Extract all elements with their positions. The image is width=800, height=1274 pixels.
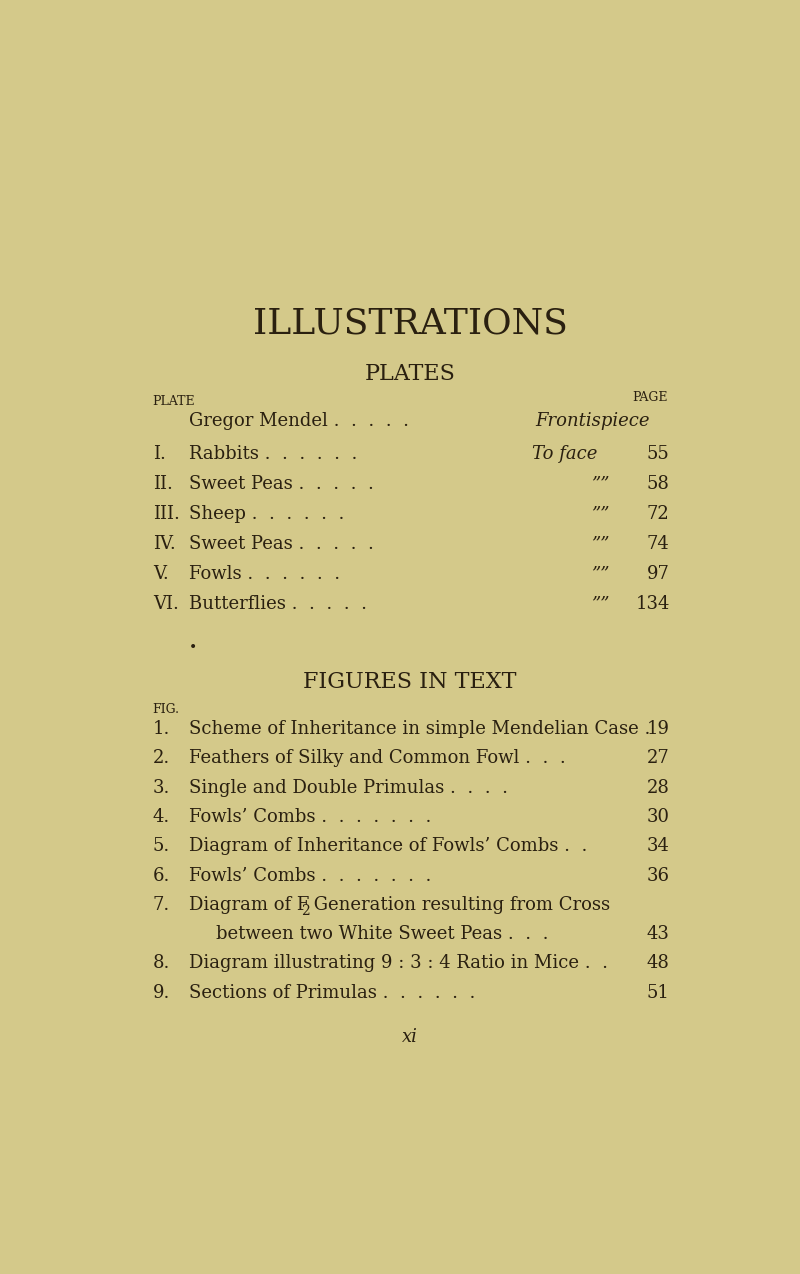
Text: ””: ”” bbox=[591, 475, 610, 493]
Text: 3.: 3. bbox=[153, 778, 170, 796]
Text: Single and Double Primulas .  .  .  .: Single and Double Primulas . . . . bbox=[189, 778, 508, 796]
Text: 1.: 1. bbox=[153, 720, 170, 738]
Text: Gregor Mendel .  .  .  .  .: Gregor Mendel . . . . . bbox=[189, 413, 409, 431]
Text: FIGURES IN TEXT: FIGURES IN TEXT bbox=[303, 671, 517, 693]
Text: 8.: 8. bbox=[153, 954, 170, 972]
Text: Sheep .  .  .  .  .  .: Sheep . . . . . . bbox=[189, 506, 345, 524]
Text: 7.: 7. bbox=[153, 896, 170, 913]
Text: Diagram of F: Diagram of F bbox=[189, 896, 310, 913]
Text: ””: ”” bbox=[591, 535, 610, 553]
Text: 6.: 6. bbox=[153, 866, 170, 884]
Text: 19: 19 bbox=[646, 720, 670, 738]
Text: ILLUSTRATIONS: ILLUSTRATIONS bbox=[253, 307, 567, 341]
Text: Sweet Peas .  .  .  .  .: Sweet Peas . . . . . bbox=[189, 475, 374, 493]
Text: Fowls’ Combs .  .  .  .  .  .  .: Fowls’ Combs . . . . . . . bbox=[189, 808, 431, 826]
Text: ””: ”” bbox=[591, 595, 610, 614]
Text: ””: ”” bbox=[591, 566, 610, 583]
Text: Butterflies .  .  .  .  .: Butterflies . . . . . bbox=[189, 595, 367, 614]
Text: IV.: IV. bbox=[153, 535, 175, 553]
Text: 97: 97 bbox=[646, 566, 670, 583]
Text: 74: 74 bbox=[647, 535, 670, 553]
Text: 72: 72 bbox=[647, 506, 670, 524]
Text: 134: 134 bbox=[635, 595, 670, 614]
Text: 34: 34 bbox=[646, 837, 670, 855]
Text: 9.: 9. bbox=[153, 984, 170, 1001]
Text: Frontispiece: Frontispiece bbox=[535, 413, 650, 431]
Text: To face: To face bbox=[533, 446, 598, 464]
Text: Fowls .  .  .  .  .  .: Fowls . . . . . . bbox=[189, 566, 340, 583]
Text: PLATE: PLATE bbox=[153, 395, 195, 409]
Text: I.: I. bbox=[153, 446, 166, 464]
Text: Fowls’ Combs .  .  .  .  .  .  .: Fowls’ Combs . . . . . . . bbox=[189, 866, 431, 884]
Text: 55: 55 bbox=[647, 446, 670, 464]
Text: 27: 27 bbox=[647, 749, 670, 767]
Text: ””: ”” bbox=[591, 506, 610, 524]
Text: 36: 36 bbox=[646, 866, 670, 884]
Text: 2.: 2. bbox=[153, 749, 170, 767]
Text: •: • bbox=[189, 641, 198, 655]
Text: Generation resulting from Cross: Generation resulting from Cross bbox=[308, 896, 610, 913]
Text: 48: 48 bbox=[646, 954, 670, 972]
Text: xi: xi bbox=[402, 1028, 418, 1046]
Text: Diagram of Inheritance of Fowls’ Combs .  .: Diagram of Inheritance of Fowls’ Combs .… bbox=[189, 837, 587, 855]
Text: VI.: VI. bbox=[153, 595, 178, 614]
Text: Rabbits .  .  .  .  .  .: Rabbits . . . . . . bbox=[189, 446, 358, 464]
Text: PAGE: PAGE bbox=[632, 391, 667, 404]
Text: Feathers of Silky and Common Fowl .  .  .: Feathers of Silky and Common Fowl . . . bbox=[189, 749, 566, 767]
Text: Sweet Peas .  .  .  .  .: Sweet Peas . . . . . bbox=[189, 535, 374, 553]
Text: Sections of Primulas .  .  .  .  .  .: Sections of Primulas . . . . . . bbox=[189, 984, 475, 1001]
Text: PLATES: PLATES bbox=[365, 363, 455, 385]
Text: 51: 51 bbox=[646, 984, 670, 1001]
Text: Diagram illustrating 9 : 3 : 4 Ratio in Mice .  .: Diagram illustrating 9 : 3 : 4 Ratio in … bbox=[189, 954, 608, 972]
Text: 28: 28 bbox=[646, 778, 670, 796]
Text: 30: 30 bbox=[646, 808, 670, 826]
Text: V.: V. bbox=[153, 566, 169, 583]
Text: 2: 2 bbox=[301, 905, 310, 919]
Text: II.: II. bbox=[153, 475, 173, 493]
Text: Scheme of Inheritance in simple Mendelian Case .: Scheme of Inheritance in simple Mendelia… bbox=[189, 720, 650, 738]
Text: between two White Sweet Peas .  .  .: between two White Sweet Peas . . . bbox=[216, 925, 549, 943]
Text: 4.: 4. bbox=[153, 808, 170, 826]
Text: 5.: 5. bbox=[153, 837, 170, 855]
Text: III.: III. bbox=[153, 506, 179, 524]
Text: 43: 43 bbox=[646, 925, 670, 943]
Text: 58: 58 bbox=[646, 475, 670, 493]
Text: FIG.: FIG. bbox=[153, 703, 180, 716]
